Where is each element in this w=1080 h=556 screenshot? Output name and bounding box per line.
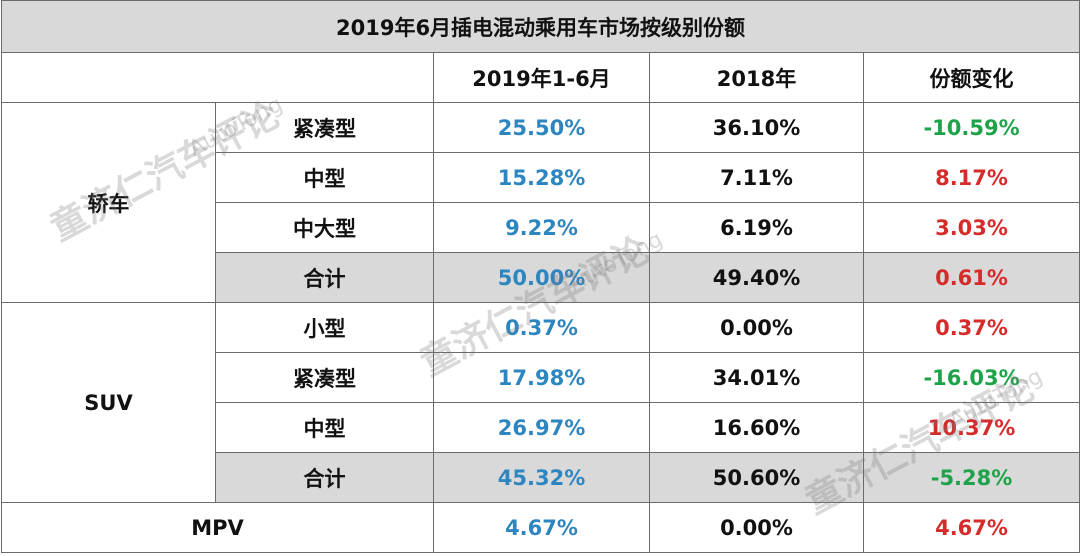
segment-label: 小型 bbox=[215, 302, 434, 353]
value-share-change: -5.28% bbox=[862, 452, 1080, 503]
table-row: MPV 4.67% 0.00% 4.67% bbox=[1, 502, 1080, 553]
table-title: 2019年6月插电混动乘用车市场按级别份额 bbox=[0, 0, 1080, 53]
value-share-change: -16.03% bbox=[862, 352, 1080, 403]
segment-label: 中型 bbox=[215, 152, 434, 203]
table-row: 轿车 紧凑型 25.50% 36.10% -10.59% bbox=[1, 102, 1080, 303]
table-row: 中型 26.97% 16.60% 10.37% bbox=[2, 402, 1080, 453]
group-label: 轿车 bbox=[1, 102, 216, 303]
title-row: 2019年6月插电混动乘用车市场按级别份额 bbox=[0, 0, 1080, 53]
group-label: MPV bbox=[1, 502, 434, 553]
segment-label: 中型 bbox=[215, 402, 434, 453]
value-share-change: 3.03% bbox=[862, 202, 1080, 253]
header-blank bbox=[1, 52, 434, 103]
value-h1-2019: 9.22% bbox=[433, 202, 650, 253]
value-h1-2019: 45.32% bbox=[433, 452, 650, 503]
value-share-change: 8.17% bbox=[862, 152, 1080, 203]
segment-label: 合计 bbox=[215, 452, 434, 503]
table-row: 紧凑型 17.98% 34.01% -16.03% bbox=[2, 352, 1080, 403]
value-h1-2019: 26.97% bbox=[433, 402, 650, 453]
value-h1-2019: 15.28% bbox=[433, 152, 650, 203]
value-2018: 49.40% bbox=[649, 252, 864, 303]
value-h1-2019: 50.00% bbox=[433, 252, 650, 303]
value-share-change: 0.37% bbox=[862, 302, 1080, 353]
value-share-change: 0.61% bbox=[862, 252, 1080, 303]
header-2018: 2018年 bbox=[649, 52, 864, 103]
value-share-change: 4.67% bbox=[862, 502, 1080, 553]
value-2018: 7.11% bbox=[649, 152, 864, 203]
value-2018: 34.01% bbox=[649, 352, 864, 403]
subtotal-row: 合计 50.00% 49.40% 0.61% bbox=[2, 252, 1080, 303]
segment-label: 紧凑型 bbox=[215, 352, 434, 403]
value-2018: 16.60% bbox=[649, 402, 864, 453]
value-share-change: 10.37% bbox=[862, 402, 1080, 453]
segment-label: 合计 bbox=[215, 252, 434, 303]
value-h1-2019: 4.67% bbox=[433, 502, 650, 553]
group-label: SUV bbox=[1, 302, 216, 503]
value-2018: 36.10% bbox=[649, 102, 864, 153]
header-row: 2019年1-6月 2018年 份额变化 bbox=[1, 52, 1080, 103]
value-2018: 0.00% bbox=[649, 302, 864, 353]
value-2018: 50.60% bbox=[649, 452, 864, 503]
value-2018: 0.00% bbox=[649, 502, 864, 553]
value-2018: 6.19% bbox=[649, 202, 864, 253]
value-share-change: -10.59% bbox=[862, 102, 1080, 153]
value-h1-2019: 17.98% bbox=[433, 352, 650, 403]
value-h1-2019: 0.37% bbox=[433, 302, 650, 353]
header-h1-2019: 2019年1-6月 bbox=[433, 52, 650, 103]
subtotal-row: 合计 45.32% 50.60% -5.28% bbox=[2, 452, 1080, 503]
value-h1-2019: 25.50% bbox=[433, 102, 650, 153]
segment-label: 紧凑型 bbox=[215, 102, 434, 153]
segment-label: 中大型 bbox=[215, 202, 434, 253]
table-row: SUV 小型 0.37% 0.00% 0.37% bbox=[1, 302, 1080, 503]
header-share-change: 份额变化 bbox=[862, 52, 1080, 103]
